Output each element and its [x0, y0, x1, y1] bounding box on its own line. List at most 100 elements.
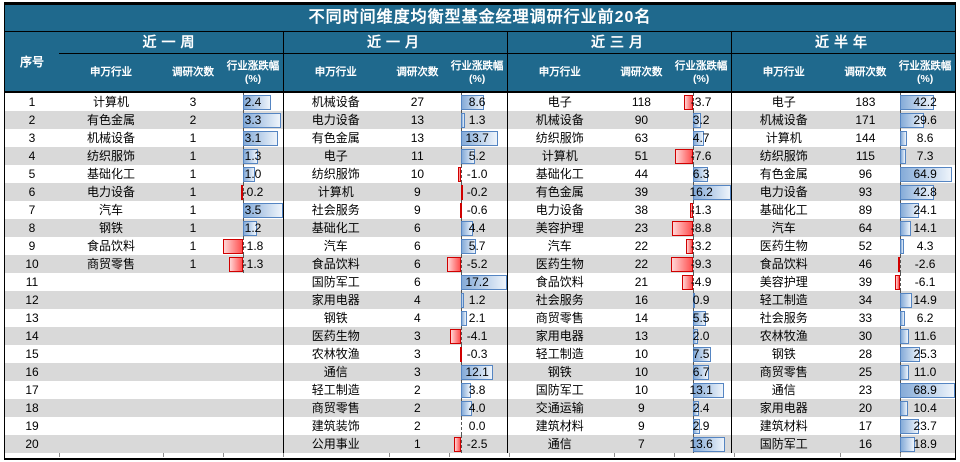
change-cell: 2.4	[223, 93, 283, 111]
period-group	[59, 309, 283, 327]
positive-databar	[693, 328, 698, 344]
positive-databar	[900, 130, 907, 146]
count-cell: 46	[858, 257, 873, 271]
negative-databar	[460, 346, 463, 362]
period-group: 食品饮料 1 -1.8	[59, 237, 283, 255]
change-value: -1.8	[242, 239, 264, 253]
industry-cell	[59, 417, 163, 435]
positive-databar	[461, 310, 467, 326]
change-cell: 0.0	[447, 417, 507, 435]
change-value: -1.0	[466, 167, 488, 181]
positive-databar	[693, 418, 700, 434]
negative-databar	[895, 274, 901, 290]
rank-cell: 8	[28, 221, 36, 235]
change-cell: 7.3	[895, 147, 955, 165]
change-cell: 5.7	[447, 237, 507, 255]
count-cell: 171	[855, 113, 876, 127]
positive-databar	[900, 184, 935, 200]
industry-cell: 机械设备	[86, 131, 135, 145]
databar-axis	[693, 147, 695, 165]
change-value: 1.2	[244, 221, 262, 235]
count-cell: 7	[638, 437, 645, 451]
negative-databar	[447, 256, 462, 272]
period-group: 国防军工 6 17.2	[283, 273, 507, 291]
change-value: 5.7	[468, 239, 486, 253]
period-group: 美容护理 23 -8.8	[507, 219, 731, 237]
positive-databar	[461, 148, 475, 164]
industry-cell: 公用事业	[311, 437, 360, 451]
count-cell: 1	[189, 185, 197, 199]
count-cell	[163, 345, 223, 363]
negative-databar	[458, 166, 462, 182]
gridline-tick	[59, 453, 60, 457]
gridline-tick	[163, 453, 164, 457]
positive-databar	[693, 292, 696, 308]
table-row: 20 公用事业 1 -2.5 通信 7 13.6 国防军工 16 18.9	[5, 435, 955, 453]
positive-databar	[243, 166, 255, 182]
change-value: 4.4	[468, 221, 486, 235]
period-group: 电力设备 38 -1.3	[507, 201, 731, 219]
table-row: 4 纺织服饰 1 1.3 电子 11 5.2 计算机 51 -7.6 纺织服饰 115 7.3	[5, 147, 955, 165]
table-row: 17 轻工制造 2 3.8 国防军工 10 13.1 通信 23 68.9	[5, 381, 955, 399]
change-value: 12.1	[465, 365, 489, 379]
industry-cell: 轻工制造	[311, 383, 360, 397]
table-row: 16 通信 3 12.1 钢铁 10 6.7 商贸零售 25 11.0	[5, 363, 955, 381]
table-row: 15 农林牧渔 3 -0.3 轻工制造 10 7.5 钢铁 28 25.3	[5, 345, 955, 363]
change-cell	[223, 291, 283, 309]
change-cell: -3.2	[671, 237, 731, 255]
period-group: 计算机 9 -0.2	[283, 183, 507, 201]
count-cell: 6	[414, 275, 421, 289]
count-cell: 63	[634, 131, 649, 145]
change-cell	[223, 399, 283, 417]
period-group: 家用电器 4 1.2	[283, 291, 507, 309]
databar-axis	[461, 435, 463, 453]
databar-axis	[243, 237, 245, 255]
negative-databar	[898, 256, 901, 272]
period-group	[59, 381, 283, 399]
count-cell	[163, 417, 223, 435]
change-cell: -1.8	[223, 237, 283, 255]
count-cell: 2	[414, 383, 421, 397]
change-value: -2.6	[914, 257, 936, 271]
databar-axis	[461, 417, 463, 435]
industry-cell: 基础化工	[86, 167, 135, 181]
change-value: 10.4	[913, 401, 937, 415]
change-value: 17.2	[465, 275, 489, 289]
count-cell: 1	[189, 203, 197, 217]
positive-databar	[693, 310, 706, 326]
industry-cell	[59, 273, 163, 291]
change-value: 4.7	[692, 131, 710, 145]
change-cell: 13.1	[671, 381, 731, 399]
count-cell	[163, 273, 223, 291]
period-group: 轻工制造 2 3.8	[283, 381, 507, 399]
count-cell: 1	[189, 257, 197, 271]
change-cell: -0.3	[447, 345, 507, 363]
change-value: 6.3	[692, 167, 710, 181]
change-cell: 18.9	[895, 435, 955, 453]
change-value: 7.3	[916, 149, 934, 163]
change-header-line1: 行业涨跌幅	[674, 59, 728, 72]
count-cell: 9	[414, 185, 421, 199]
count-cell: 1	[189, 167, 197, 181]
change-value: 3.2	[692, 113, 710, 127]
count-cell: 2	[414, 401, 421, 415]
industry-cell	[59, 435, 163, 453]
change-value: 14.9	[913, 293, 937, 307]
period-group: 社会服务 16 0.9	[507, 291, 731, 309]
count-cell	[163, 399, 223, 417]
period-group: 电力设备 93 42.8	[731, 183, 955, 201]
change-value: -6.1	[914, 275, 936, 289]
change-value: 18.9	[913, 437, 937, 451]
negative-databar	[454, 436, 462, 452]
positive-databar	[243, 202, 283, 218]
databar-axis	[461, 255, 463, 273]
gridline-tick	[839, 453, 841, 457]
industry-cell: 电力设备	[86, 185, 135, 199]
change-cell: 23.7	[895, 417, 955, 435]
change-header-line1: 行业涨跌幅	[450, 59, 504, 72]
change-column-header: 行业涨跌幅 (%)	[223, 54, 283, 91]
change-column-header: 行业涨跌幅 (%)	[671, 54, 731, 91]
period-group: 汽车 64 14.1	[731, 219, 955, 237]
positive-databar	[900, 148, 906, 164]
change-cell: 3.1	[223, 129, 283, 147]
